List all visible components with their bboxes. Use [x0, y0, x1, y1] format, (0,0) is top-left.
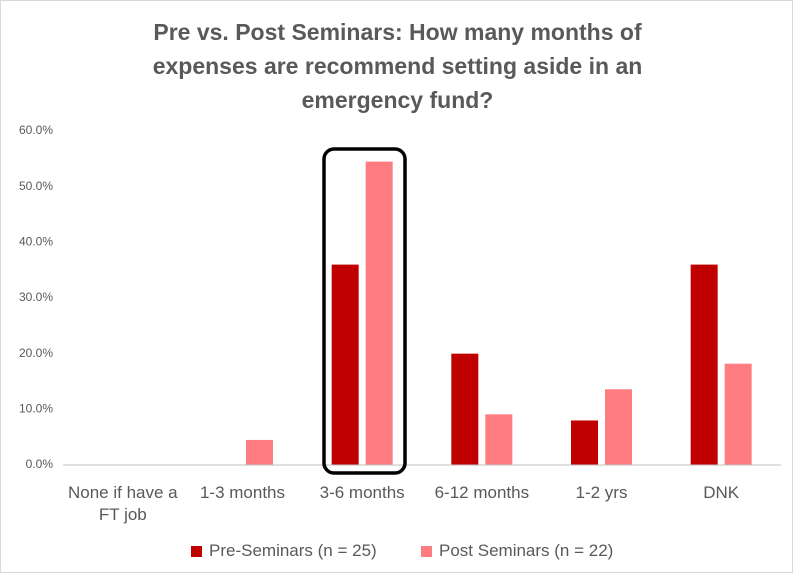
- legend-swatch: [421, 545, 432, 557]
- bar: [690, 264, 718, 465]
- legend-swatch: [191, 545, 202, 557]
- bar: [571, 420, 598, 465]
- y-tick-label: 30.0%: [19, 290, 53, 304]
- y-tick-label: 40.0%: [19, 235, 53, 249]
- y-tick-label: 10.0%: [19, 402, 53, 416]
- x-tick-label: None if have a FT job: [68, 483, 178, 524]
- bar: [485, 414, 513, 465]
- highlight-box: [322, 147, 407, 475]
- y-tick-label: 20.0%: [19, 346, 53, 360]
- bar: [605, 389, 632, 465]
- x-tick-label: DNK: [703, 483, 740, 502]
- x-tick-label: 1-3 months: [199, 483, 286, 502]
- bar: [451, 353, 479, 465]
- x-tick-label: 6-12 months: [434, 483, 530, 502]
- bar: [724, 363, 752, 465]
- y-tick-label: 50.0%: [19, 179, 53, 193]
- bar: [246, 439, 273, 465]
- x-tick-label: 1-2 yrs: [575, 483, 628, 502]
- y-tick-label: 60.0%: [19, 123, 53, 137]
- y-tick-label: 0.0%: [26, 457, 54, 471]
- bar: [365, 161, 393, 465]
- legend-item: Post Seminars (n = 22): [421, 541, 613, 561]
- chart-title: Pre vs. Post Seminars: How many months o…: [152, 19, 643, 113]
- legend-item: Pre-Seminars (n = 25): [191, 541, 377, 561]
- legend-label: Pre-Seminars (n = 25): [209, 541, 377, 560]
- bar: [331, 264, 359, 465]
- x-tick-label: 3-6 months: [319, 483, 405, 502]
- legend-label: Post Seminars (n = 22): [439, 541, 614, 560]
